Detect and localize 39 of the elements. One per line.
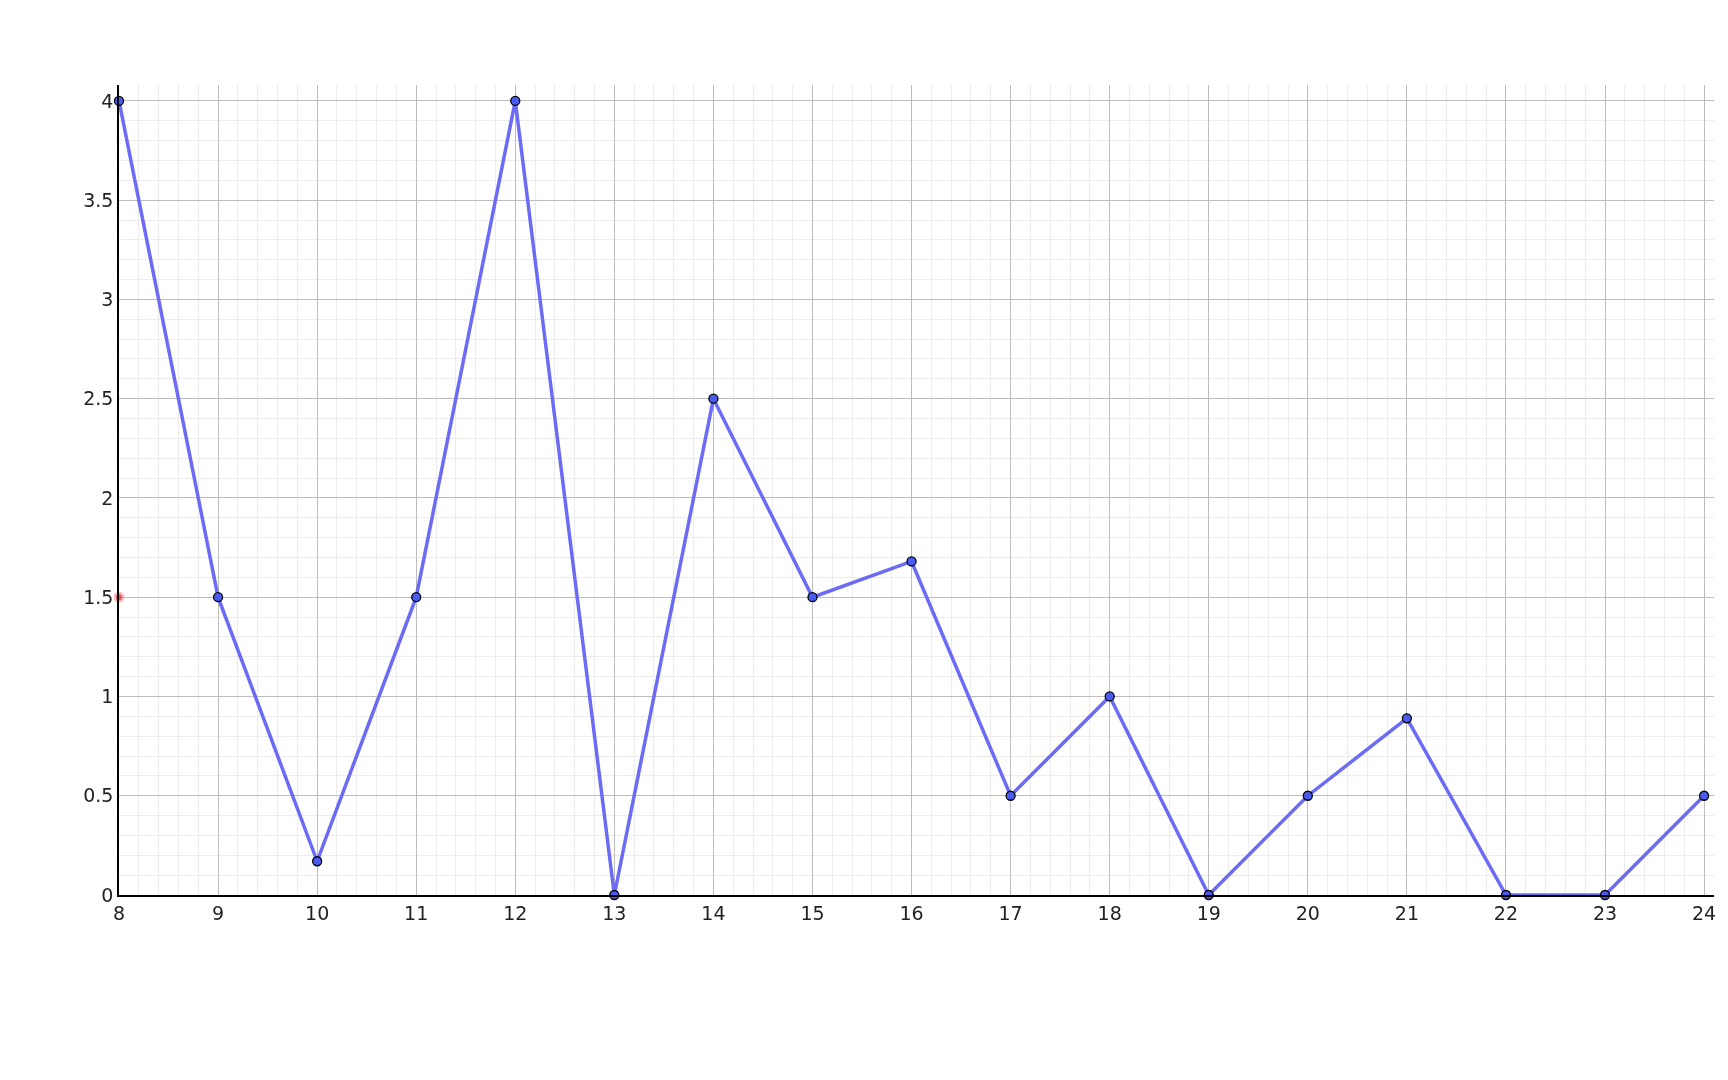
point: [510, 95, 521, 107]
x-tick-label: 8: [112, 901, 126, 924]
point: [807, 592, 818, 603]
x-tick-label: 20: [1295, 901, 1320, 924]
x-tick-label: 21: [1394, 901, 1419, 924]
point: [708, 393, 719, 404]
y-tick-label: 3: [101, 288, 114, 311]
x-tick-label: 10: [305, 901, 330, 924]
y-tick-label: 1: [101, 685, 114, 708]
x-tick-label: 13: [602, 901, 627, 924]
y-tick-label: 2: [101, 486, 114, 509]
x-tick-label: 18: [1097, 901, 1122, 924]
y-tick-label: 0.5: [83, 784, 114, 807]
point: [1005, 790, 1016, 801]
x-tick-label: 22: [1493, 901, 1519, 924]
y-tick-label: 3.5: [83, 188, 114, 211]
y-tick-label: 2.5: [83, 387, 114, 410]
point: [1401, 713, 1413, 724]
x-tick-label: 11: [404, 901, 429, 924]
point: [212, 592, 224, 603]
x-tick-label: 17: [998, 901, 1023, 924]
point: [1104, 691, 1115, 702]
x-tick-label: 24: [1692, 901, 1717, 924]
x-tick-label: 19: [1196, 901, 1221, 924]
y-tick-label: 4: [101, 89, 114, 112]
point: [411, 592, 422, 603]
x-tick-label: 9: [212, 901, 225, 924]
x-tick-label: 14: [701, 901, 726, 924]
point: [311, 856, 323, 867]
point: [906, 556, 917, 567]
y-tick-label: 0: [101, 883, 114, 906]
point: [1698, 790, 1710, 801]
x-tick-label: 15: [800, 901, 825, 924]
point: [1302, 790, 1313, 801]
x-tick-label: 16: [899, 901, 924, 924]
y-tick-label: 1.5: [83, 585, 114, 608]
point: [113, 591, 125, 603]
x-tick-label: 12: [503, 901, 528, 924]
x-tick-label: 23: [1592, 901, 1618, 924]
